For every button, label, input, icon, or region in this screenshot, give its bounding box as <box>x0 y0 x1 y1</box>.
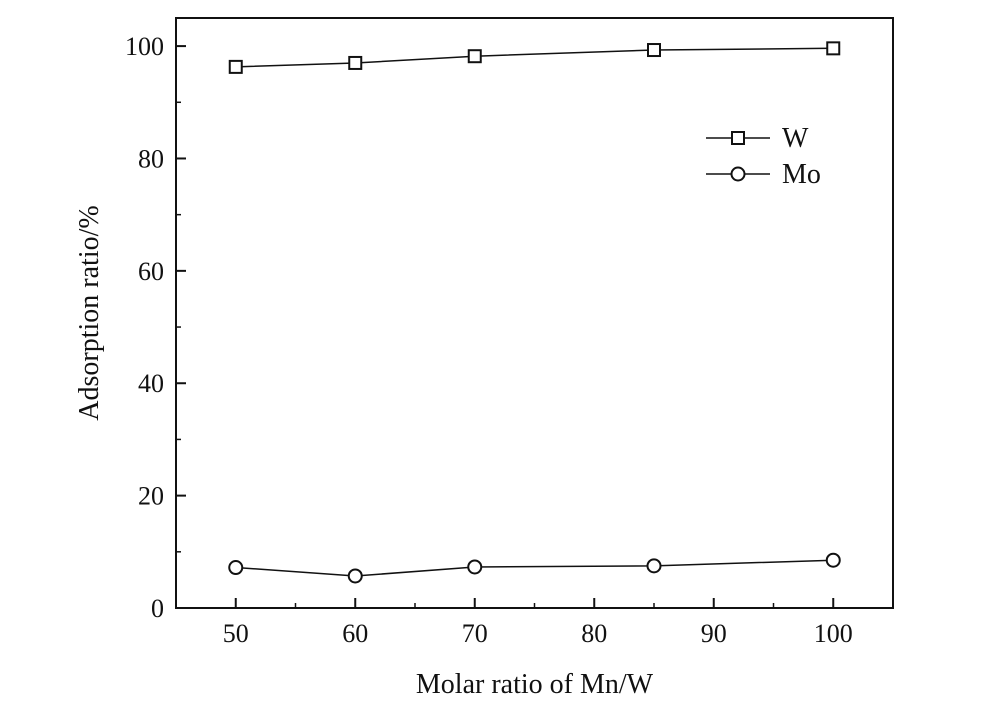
x-tick-label: 100 <box>814 619 853 648</box>
data-point-mo <box>646 558 662 574</box>
data-point-mo <box>347 568 363 584</box>
legend-item-w: W <box>706 123 809 154</box>
series-w <box>228 41 841 74</box>
x-tick-label: 50 <box>223 619 249 648</box>
y-tick-label: 40 <box>138 369 164 398</box>
x-tick-label: 80 <box>581 619 607 648</box>
series-line-w <box>235 47 834 68</box>
x-tick-label: 70 <box>462 619 488 648</box>
y-tick-label: 100 <box>125 32 164 61</box>
data-point-w <box>647 43 661 58</box>
y-axis-ticks: 0 20 40 60 80 100 <box>125 32 186 623</box>
y-tick-label: 0 <box>151 594 164 623</box>
data-point-mo <box>467 559 483 575</box>
series-mo <box>228 552 841 584</box>
data-point-w <box>228 59 243 74</box>
legend: W Mo <box>706 123 821 190</box>
series-layer <box>228 41 841 584</box>
series-line-mo <box>235 559 834 577</box>
y-axis-title: Adsorption ratio/% <box>74 205 105 420</box>
legend-item-mo: Mo <box>706 159 821 190</box>
legend-label-mo: Mo <box>782 159 821 190</box>
data-point-w <box>467 49 482 64</box>
data-point-w <box>826 41 841 56</box>
x-axis-title: Molar ratio of Mn/W <box>416 669 654 700</box>
y-tick-label: 80 <box>138 144 164 173</box>
x-tick-label: 90 <box>701 619 727 648</box>
x-axis-ticks: 50 60 70 80 90 100 <box>175 598 894 648</box>
data-point-w <box>348 55 363 70</box>
data-point-mo <box>825 552 841 568</box>
legend-marker-mo <box>730 166 746 182</box>
y-tick-label: 20 <box>138 482 164 511</box>
data-point-mo <box>228 560 244 576</box>
plot-frame <box>175 17 894 609</box>
x-tick-label: 60 <box>342 619 368 648</box>
y-tick-label: 60 <box>138 257 164 286</box>
legend-label-w: W <box>782 123 809 154</box>
legend-marker-w <box>731 131 745 145</box>
